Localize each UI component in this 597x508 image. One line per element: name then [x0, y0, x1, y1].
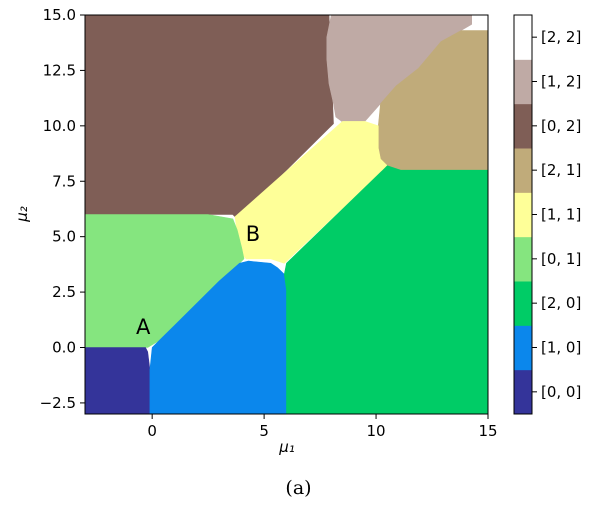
colorbar-label: [2, 2] [541, 28, 581, 46]
colorbar-label: [0, 0] [541, 383, 581, 401]
colorbar: [0, 0] [1, 0] [2, 0] [0, 1] [1, 1] [2, 1] [0, … [513, 14, 581, 415]
colorbar-label: [1, 0] [541, 339, 581, 357]
colorbar-swatch [514, 103, 532, 149]
region-2-0 [283, 165, 488, 414]
y-tick-label: 7.5 [52, 172, 76, 190]
region-layer [85, 15, 488, 414]
x-tick-label: 15 [478, 422, 497, 440]
colorbar-label: [2, 1] [541, 161, 581, 179]
y-tick-label: 12.5 [43, 61, 76, 79]
plot-frame [84, 14, 489, 415]
colorbar-swatch [514, 192, 532, 238]
colorbar-swatch [514, 236, 532, 282]
region-1-2 [326, 15, 473, 124]
annotation-a: A [136, 315, 151, 339]
colorbar-label: [2, 0] [541, 294, 581, 312]
y-axis-label: μ₂ [13, 206, 31, 223]
x-axis: 0 5 10 15 [147, 414, 498, 440]
region-0-0 [85, 347, 151, 414]
y-tick-label: 15.0 [43, 6, 76, 24]
colorbar-swatch [514, 369, 532, 415]
annotation-layer: AB [136, 222, 260, 339]
x-tick-label: 0 [147, 422, 157, 440]
y-tick-label: 10.0 [43, 117, 76, 135]
y-axis: −2.5 0.0 2.5 5.0 7.5 10.0 12.5 15.0 [40, 6, 85, 412]
colorbar-frame [513, 14, 533, 415]
colorbar-swatch [514, 281, 532, 326]
y-tick-label: 2.5 [52, 283, 76, 301]
colorbar-swatch [514, 59, 532, 105]
annotation-b: B [246, 222, 260, 246]
colorbar-label: [0, 1] [541, 250, 581, 268]
figure-caption: (a) [285, 477, 312, 499]
colorbar-label: [1, 1] [541, 206, 581, 224]
colorbar-swatch [514, 148, 532, 193]
phase-diagram-figure: AB 0 5 10 15 −2.50.02.55.07.510.012.515.0 μ… [13, 6, 581, 456]
y-tick-label: 0.0 [52, 339, 76, 357]
x-tick-label: 10 [367, 422, 386, 440]
region-2-2 [471, 15, 488, 36]
y-tick-label: 5.0 [52, 228, 76, 246]
x-tick-label: 5 [259, 422, 269, 440]
colorbar-swatch [514, 325, 532, 371]
colorbar-label: [1, 2] [541, 73, 581, 91]
x-axis-label: μ₁ [278, 438, 295, 456]
colorbar-label: [0, 2] [541, 117, 581, 135]
y-tick-label: −2.5 [40, 394, 76, 412]
colorbar-swatch [514, 15, 532, 60]
